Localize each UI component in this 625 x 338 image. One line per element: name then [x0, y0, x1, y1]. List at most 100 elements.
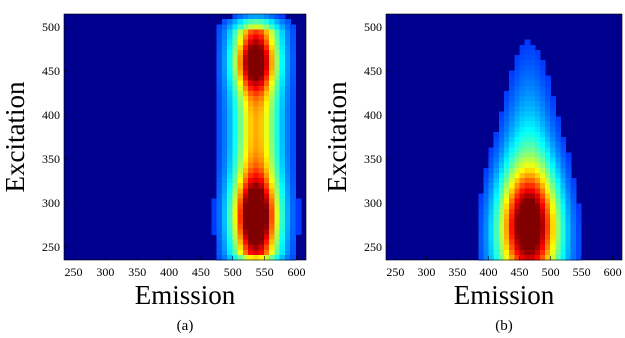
heatmap-cell — [242, 198, 249, 205]
heatmap-cell — [514, 178, 520, 184]
heatmap-cell — [232, 75, 239, 82]
heatmap-cell — [493, 203, 500, 210]
heatmap-cell — [478, 193, 485, 200]
heatmap-cell — [227, 137, 233, 143]
heatmap-cell — [258, 126, 265, 133]
heatmap-cell — [242, 121, 249, 128]
heatmap-cell — [269, 229, 276, 235]
heatmap-cell — [263, 234, 270, 241]
heatmap-cell — [545, 90, 551, 97]
heatmap-cell — [504, 116, 510, 123]
heatmap-cell — [248, 167, 254, 174]
heatmap-cell — [284, 60, 291, 66]
heatmap-cell — [279, 183, 286, 189]
heatmap-cell — [274, 60, 281, 66]
heatmap-cell — [534, 188, 541, 194]
heatmap-cell — [216, 157, 223, 164]
heatmap-cell — [539, 65, 546, 71]
heatmap-cell — [555, 162, 562, 169]
heatmap-cell — [290, 49, 297, 56]
heatmap-cell — [504, 152, 510, 159]
heatmap-cell — [565, 152, 572, 159]
heatmap-cell — [279, 44, 286, 51]
heatmap-cell — [504, 111, 510, 118]
heatmap-cell — [263, 188, 270, 194]
heatmap-cell — [534, 60, 541, 66]
heatmap-cell — [242, 224, 249, 230]
heatmap-cell — [509, 162, 515, 169]
heatmap-cell — [519, 101, 526, 107]
heatmap-cell — [258, 101, 265, 107]
heatmap-cell — [242, 85, 249, 92]
heatmap-cell — [227, 167, 233, 174]
heatmap-cell — [269, 203, 276, 210]
heatmap-cell — [545, 101, 551, 107]
heatmap-cell — [253, 39, 260, 46]
heatmap-cell — [232, 157, 239, 164]
heatmap-cell — [498, 249, 505, 256]
heatmap-cell — [279, 106, 286, 112]
heatmap-cell — [524, 147, 531, 153]
heatmap-cell — [269, 96, 276, 102]
heatmap-cell — [232, 172, 239, 179]
heatmap-cell — [248, 244, 254, 251]
heatmap-cell — [534, 75, 541, 82]
heatmap-cell — [498, 198, 505, 205]
heatmap-cell — [221, 239, 228, 246]
heatmap-cell — [263, 131, 270, 138]
heatmap-cell — [565, 219, 572, 225]
heatmap-cell — [242, 193, 249, 200]
heatmap-cell — [519, 70, 526, 77]
heatmap-cell — [269, 65, 276, 71]
heatmap-cell — [269, 111, 276, 118]
heatmap-cell — [498, 178, 505, 184]
heatmap-cell — [575, 208, 582, 215]
heatmap-cell — [560, 147, 567, 153]
heatmap-cell — [539, 249, 546, 256]
heatmap-cell — [274, 126, 281, 133]
heatmap-cell — [504, 193, 510, 200]
heatmap-cell — [488, 188, 495, 194]
heatmap-cell — [545, 193, 551, 200]
heatmap-cell — [498, 121, 505, 128]
heatmap-cell — [258, 96, 265, 102]
heatmap-cell — [488, 147, 495, 153]
heatmap-cell — [248, 70, 254, 77]
heatmap-cell — [509, 198, 515, 205]
heatmap-cell — [216, 234, 223, 241]
heatmap-cell — [519, 65, 526, 71]
heatmap-cell — [529, 198, 536, 205]
heatmap-cell — [232, 178, 239, 184]
heatmap-cell — [216, 80, 223, 87]
heatmap-cell — [258, 70, 265, 77]
heatmap-cell — [565, 239, 572, 246]
heatmap-cell — [263, 14, 270, 20]
heatmap-cell — [248, 193, 254, 200]
heatmap-cell — [519, 152, 526, 159]
heatmap-cell — [227, 121, 233, 128]
heatmap-cell — [216, 121, 223, 128]
heatmap-cell — [483, 234, 490, 241]
heatmap-cell — [539, 157, 546, 164]
heatmap-cell — [216, 239, 223, 246]
heatmap-cell — [274, 183, 281, 189]
heatmap-cell — [237, 147, 244, 153]
heatmap-cell — [263, 39, 270, 46]
heatmap-cell — [509, 142, 515, 148]
heatmap-cell — [248, 198, 254, 205]
heatmap-cell — [284, 70, 291, 77]
heatmap-cell — [279, 111, 286, 118]
heatmap-cell — [534, 85, 541, 92]
heatmap-cell — [478, 213, 485, 220]
heatmap-cell — [550, 101, 556, 107]
heatmap-cell — [498, 254, 505, 261]
heatmap-cell — [483, 249, 490, 256]
heatmap-cell — [539, 75, 546, 82]
heatmap-cell — [529, 183, 536, 189]
heatmap-cell — [253, 44, 260, 51]
heatmap-cell — [258, 244, 265, 251]
heatmap-cell — [284, 111, 291, 118]
heatmap-cell — [504, 203, 510, 210]
heatmap-cell — [216, 172, 223, 179]
heatmap-cell — [253, 183, 260, 189]
